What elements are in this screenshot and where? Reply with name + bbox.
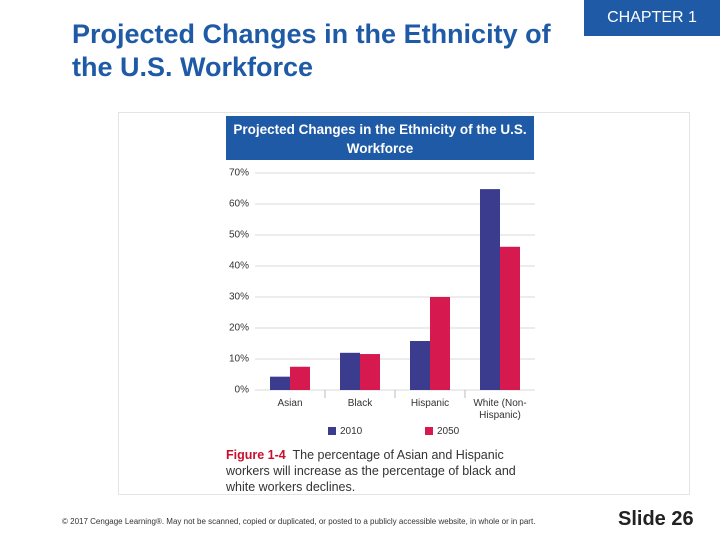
caption-text: The percentage of Asian and Hispanic wor… — [226, 448, 516, 494]
chapter-tag: CHAPTER 1 — [584, 0, 720, 36]
bar — [360, 354, 380, 390]
y-tick-label: 0% — [235, 385, 250, 396]
bar — [430, 297, 450, 390]
x-tick-label: Hispanic — [410, 398, 450, 409]
x-tick-label: Black — [347, 398, 373, 409]
y-tick-label: 40% — [229, 261, 249, 272]
x-tick-label: Asian — [277, 398, 303, 409]
legend-swatch — [328, 427, 336, 435]
y-tick-label: 10% — [229, 354, 249, 365]
y-tick-label: 20% — [229, 323, 249, 334]
chart-title: Projected Changes in the Ethnicity of th… — [226, 116, 534, 160]
legend-label: 2010 — [340, 426, 363, 437]
copyright: © 2017 Cengage Learning®. May not be sca… — [62, 517, 536, 526]
bar — [270, 376, 290, 390]
figure-panel — [118, 112, 690, 495]
bar — [500, 246, 520, 390]
y-tick-label: 60% — [229, 199, 249, 210]
bar — [410, 341, 430, 390]
slide-number: Slide 26 — [618, 508, 694, 530]
bar — [340, 352, 360, 390]
x-tick-label: White (Non-Hispanic) — [473, 398, 527, 421]
y-tick-label: 70% — [229, 168, 249, 179]
legend-label: 2050 — [437, 426, 460, 437]
figure-caption: Figure 1-4 The percentage of Asian and H… — [226, 447, 536, 495]
y-tick-label: 50% — [229, 230, 249, 241]
slide-title: Projected Changes in the Ethnicity of th… — [72, 19, 551, 82]
y-tick-label: 30% — [229, 292, 249, 303]
bar — [290, 366, 310, 390]
figure-label: Figure 1-4 — [226, 448, 286, 462]
bar — [480, 189, 500, 390]
legend-swatch — [425, 427, 433, 435]
